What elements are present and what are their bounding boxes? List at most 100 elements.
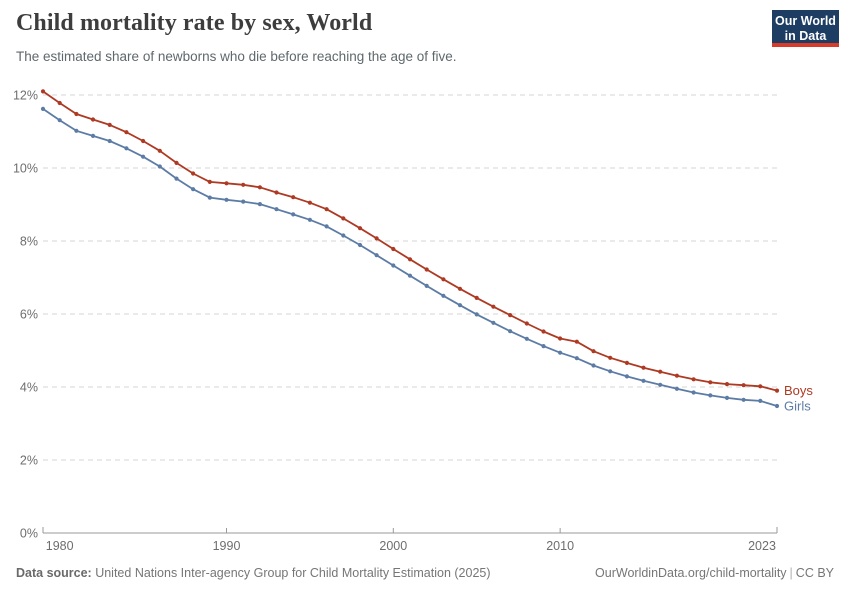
girls-point-1996[interactable] [324, 224, 329, 229]
girls-point-1982[interactable] [90, 133, 96, 138]
boys-point-1993[interactable] [274, 190, 279, 195]
boys-point-1992[interactable] [257, 185, 262, 190]
girls-point-1992[interactable] [257, 202, 262, 207]
boys-point-1980[interactable] [57, 100, 62, 106]
boys-point-2013[interactable] [608, 355, 613, 360]
girls-point-2018[interactable] [691, 390, 696, 395]
girls-point-1979[interactable] [40, 106, 46, 111]
girls-point-2015[interactable] [641, 378, 646, 383]
girls-point-2020[interactable] [724, 395, 730, 400]
girls-point-2007[interactable] [508, 329, 513, 334]
boys-point-2012[interactable] [591, 349, 596, 354]
girls-point-1999[interactable] [374, 253, 379, 258]
girls-point-2011[interactable] [574, 356, 579, 361]
girls-point-1990[interactable] [224, 197, 229, 202]
x-axis-label-2023: 2023 [748, 539, 776, 553]
girls-point-2019[interactable] [708, 393, 713, 398]
boys-point-1994[interactable] [291, 195, 296, 200]
girls-series-label[interactable]: Girls [784, 398, 811, 413]
boys-point-2014[interactable] [624, 360, 630, 365]
girls-point-2009[interactable] [541, 344, 546, 349]
boys-point-2010[interactable] [558, 336, 563, 341]
girls-point-1997[interactable] [341, 233, 346, 238]
boys-point-1997[interactable] [341, 216, 346, 221]
girls-point-1987[interactable] [174, 176, 179, 181]
boys-point-2006[interactable] [491, 304, 496, 309]
girls-point-2008[interactable] [524, 336, 529, 341]
boys-point-1988[interactable] [191, 171, 196, 176]
boys-point-2001[interactable] [407, 257, 413, 262]
girls-point-1998[interactable] [357, 242, 363, 248]
boys-point-2021[interactable] [741, 383, 746, 388]
boys-point-2015[interactable] [641, 365, 646, 370]
boys-point-1998[interactable] [357, 226, 363, 231]
girls-point-1995[interactable] [307, 217, 312, 222]
girls-point-1983[interactable] [107, 138, 112, 144]
girls-point-1980[interactable] [57, 118, 62, 123]
owid-logo[interactable]: Our World in Data [772, 10, 839, 47]
girls-point-2017[interactable] [674, 386, 680, 391]
boys-series-label[interactable]: Boys [784, 383, 813, 398]
girls-point-2004[interactable] [457, 303, 463, 308]
boys-point-2023[interactable] [774, 388, 780, 393]
footer: Data source: United Nations Inter-agency… [16, 566, 834, 580]
girls-point-1986[interactable] [157, 164, 162, 169]
x-axis-label-2010: 2010 [546, 539, 574, 553]
boys-point-1982[interactable] [90, 117, 96, 122]
girls-point-2003[interactable] [441, 293, 446, 298]
boys-point-2002[interactable] [424, 267, 429, 272]
boys-point-2000[interactable] [391, 246, 396, 252]
girls-point-1985[interactable] [141, 154, 146, 159]
boys-point-2019[interactable] [708, 380, 713, 385]
girls-point-2005[interactable] [474, 312, 479, 317]
boys-point-2016[interactable] [658, 369, 663, 374]
girls-point-1984[interactable] [124, 146, 129, 151]
girls-point-2001[interactable] [407, 273, 413, 278]
owid-link[interactable]: OurWorldinData.org/child-mortality [595, 566, 787, 580]
boys-point-2005[interactable] [474, 295, 479, 300]
page-title: Child mortality rate by sex, World [16, 10, 373, 36]
girls-point-2002[interactable] [424, 283, 429, 288]
girls-point-2000[interactable] [391, 263, 396, 268]
girls-point-1988[interactable] [191, 187, 196, 192]
boys-point-1986[interactable] [157, 148, 162, 153]
girls-point-2021[interactable] [741, 397, 746, 402]
girls-point-1991[interactable] [241, 199, 246, 204]
girls-point-1993[interactable] [274, 207, 279, 212]
boys-point-2011[interactable] [574, 339, 579, 344]
boys-point-2009[interactable] [541, 329, 546, 334]
boys-point-2008[interactable] [524, 321, 529, 326]
girls-point-2016[interactable] [658, 382, 663, 387]
boys-point-1983[interactable] [107, 122, 112, 127]
girls-point-2006[interactable] [491, 320, 496, 325]
x-axis-label-1990: 1990 [213, 539, 241, 553]
girls-point-2013[interactable] [608, 369, 613, 374]
license-link[interactable]: CC BY [795, 566, 834, 580]
boys-point-1991[interactable] [241, 182, 246, 187]
boys-point-2017[interactable] [674, 373, 680, 378]
boys-point-1979[interactable] [40, 89, 46, 94]
boys-point-1999[interactable] [374, 236, 379, 241]
boys-point-2022[interactable] [758, 384, 763, 389]
boys-point-2003[interactable] [441, 277, 446, 282]
boys-point-1996[interactable] [324, 207, 329, 212]
boys-point-2004[interactable] [457, 286, 463, 291]
boys-point-2018[interactable] [691, 377, 696, 382]
boys-point-2007[interactable] [508, 313, 513, 318]
girls-point-2012[interactable] [591, 363, 596, 368]
girls-point-2023[interactable] [774, 403, 780, 409]
girls-point-2010[interactable] [558, 350, 563, 355]
boys-point-1989[interactable] [207, 179, 212, 184]
boys-point-1990[interactable] [224, 181, 229, 186]
boys-point-2020[interactable] [724, 382, 730, 387]
boys-point-1981[interactable] [74, 111, 79, 117]
girls-point-2022[interactable] [758, 398, 763, 403]
boys-point-1995[interactable] [307, 200, 312, 205]
girls-point-1981[interactable] [74, 128, 79, 133]
boys-point-1984[interactable] [124, 130, 129, 135]
girls-point-2014[interactable] [624, 374, 630, 379]
girls-point-1994[interactable] [291, 212, 296, 217]
girls-point-1989[interactable] [207, 195, 212, 200]
boys-point-1987[interactable] [174, 160, 179, 165]
boys-point-1985[interactable] [141, 138, 146, 144]
